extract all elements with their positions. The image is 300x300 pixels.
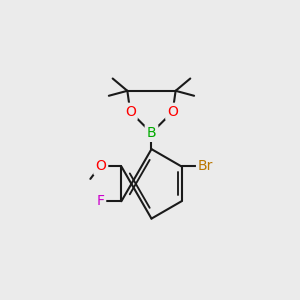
Text: O: O [95, 160, 106, 173]
Text: Br: Br [198, 160, 213, 173]
Text: O: O [167, 105, 178, 119]
Text: B: B [147, 126, 156, 140]
Text: O: O [125, 105, 136, 119]
Text: F: F [96, 194, 104, 208]
